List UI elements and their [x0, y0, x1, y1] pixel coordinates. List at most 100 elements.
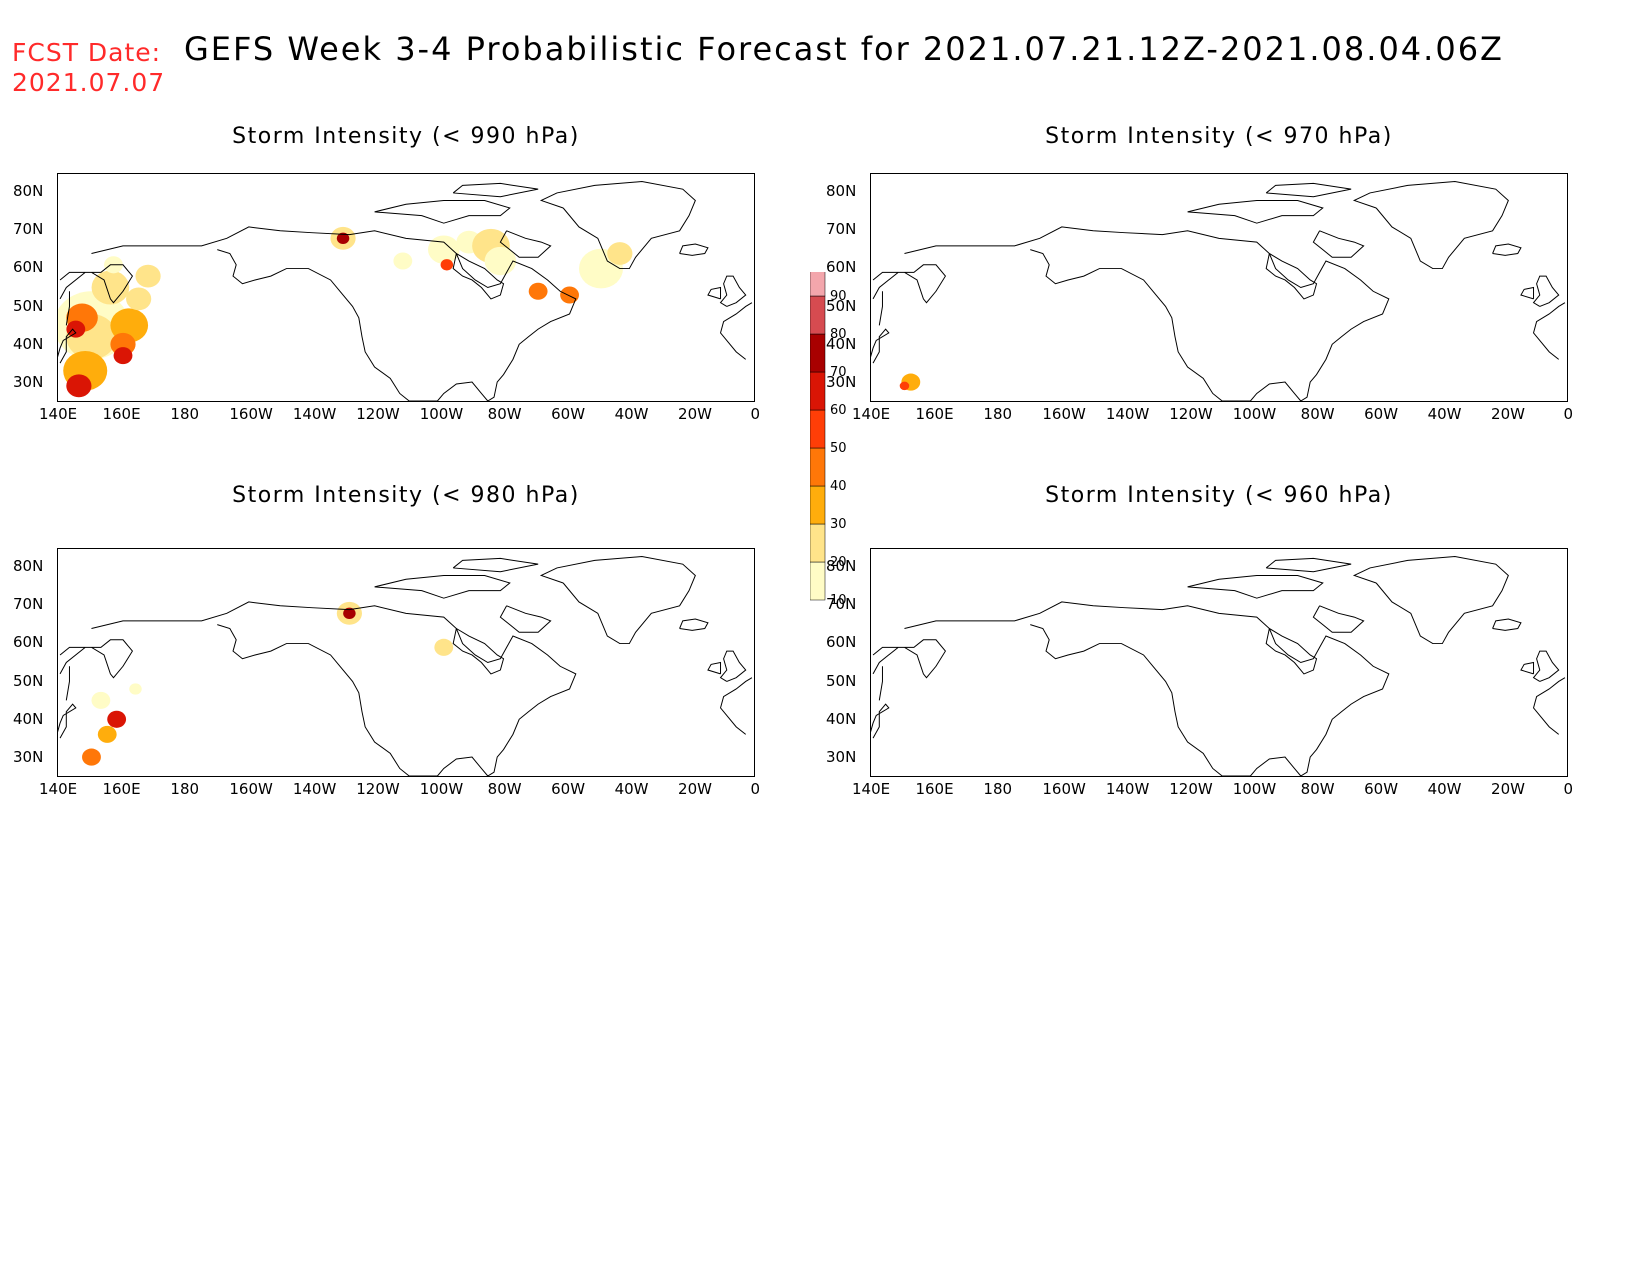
coastline [91, 226, 577, 401]
coastline [59, 264, 134, 304]
coastline [452, 182, 539, 198]
coastline [872, 264, 947, 304]
panel-title-970: Storm Intensity (< 970 hPa) [1045, 124, 1393, 149]
colorbar-level-label: 50 [830, 441, 847, 456]
coastline [58, 703, 77, 739]
colorbar-segment [810, 272, 826, 297]
coastline [374, 199, 511, 224]
coastline [707, 661, 722, 675]
coastline [58, 328, 77, 364]
lon-tick-label: 120W [1169, 405, 1213, 423]
panel-title-960: Storm Intensity (< 960 hPa) [1045, 483, 1393, 508]
lat-tick-label: 80N [13, 557, 44, 576]
coastline [878, 666, 883, 701]
coastline [904, 226, 1390, 401]
lon-tick-label: 140W [1105, 405, 1150, 423]
lon-tick-label: 160E [915, 405, 954, 423]
lon-tick-label: 40W [614, 780, 649, 798]
probability-shading [129, 683, 142, 695]
map-canvas-970 [871, 181, 1566, 401]
lon-tick-label: 140E [852, 405, 891, 423]
probability-shading [97, 725, 117, 743]
lon-tick-label: 0 [1563, 405, 1574, 423]
lat-tick-label: 50N [826, 296, 857, 315]
lon-tick-label: 120W [1169, 780, 1213, 798]
colorbar-level-label: 10 [830, 593, 847, 608]
forecast-date-label: FCST Date: [12, 38, 162, 67]
colorbar-level-label: 90 [830, 289, 847, 304]
probability-shading [82, 748, 101, 766]
probability-shading [91, 270, 130, 305]
coastline [1532, 677, 1566, 735]
colorbar-level-label: 60 [830, 403, 847, 418]
coastline [1520, 286, 1535, 300]
coastline [1265, 557, 1352, 573]
lon-tick-label: 20W [1491, 780, 1525, 798]
probability-shading [343, 607, 356, 619]
coastline [719, 302, 753, 360]
map-canvas-980 [58, 556, 753, 776]
coastline [1520, 661, 1535, 675]
lon-tick-label: 180 [983, 780, 1013, 798]
coastline [539, 181, 696, 270]
coastline [65, 666, 70, 701]
coastline [679, 243, 709, 256]
colorbar-level-label: 30 [830, 517, 847, 532]
lat-tick-label: 60N [826, 633, 857, 652]
lon-tick-label: 180 [170, 405, 200, 423]
probability-colorbar: 10 20 30 40 50 60 70 80 90 [810, 272, 847, 608]
colorbar-segment [810, 447, 826, 487]
coastline [452, 557, 539, 573]
coastline [904, 601, 1390, 776]
coastline [539, 556, 696, 645]
lon-tick-label: 80W [487, 405, 522, 423]
lon-tick-label: 180 [983, 405, 1013, 423]
colorbar-segment [810, 371, 826, 411]
coastline [65, 291, 70, 326]
coastline [452, 253, 505, 300]
coastline [1492, 618, 1522, 631]
lat-tick-label: 80N [826, 182, 857, 201]
lon-tick-label: 40W [614, 405, 649, 423]
lat-tick-label: 70N [826, 595, 857, 614]
map-panel-980 [57, 548, 755, 777]
probability-shading [440, 259, 454, 271]
lon-tick-label: 20W [678, 405, 712, 423]
lon-tick-label: 0 [750, 780, 761, 798]
coastline [1265, 253, 1318, 300]
lat-tick-label: 50N [13, 671, 44, 690]
coastline [1532, 275, 1560, 307]
lon-tick-label: 80W [1300, 780, 1335, 798]
probability-shading [607, 242, 633, 265]
lon-tick-label: 60W [551, 780, 586, 798]
lat-tick-label: 70N [13, 595, 44, 614]
lat-tick-label: 70N [826, 220, 857, 239]
lat-tick-label: 80N [826, 557, 857, 576]
lon-tick-label: 140E [852, 780, 891, 798]
probability-shading [107, 710, 127, 728]
map-canvas-990 [58, 181, 753, 401]
map-panel-970 [870, 173, 1568, 402]
lon-tick-label: 80W [1300, 405, 1335, 423]
lat-tick-label: 30N [826, 372, 857, 391]
colorbar-segment [810, 333, 826, 373]
probability-shading [126, 287, 152, 311]
lon-tick-label: 160W [1042, 780, 1086, 798]
lon-tick-label: 160W [229, 405, 273, 423]
coastline [1187, 574, 1324, 599]
lon-tick-label: 60W [1364, 405, 1399, 423]
coastline [719, 677, 753, 735]
lon-tick-label: 140W [1105, 780, 1150, 798]
lon-tick-label: 140W [292, 780, 337, 798]
lon-tick-label: 100W [1232, 780, 1277, 798]
colorbar-level-label: 80 [830, 327, 847, 342]
coastline [878, 291, 883, 326]
map-panel-990 [57, 173, 755, 402]
lat-tick-label: 30N [826, 747, 857, 766]
map-panel-960 [870, 548, 1568, 777]
probability-shading [135, 264, 161, 288]
lon-tick-label: 20W [1491, 405, 1525, 423]
lon-tick-label: 40W [1427, 780, 1462, 798]
lon-tick-label: 160E [102, 405, 141, 423]
coastline [719, 275, 747, 307]
